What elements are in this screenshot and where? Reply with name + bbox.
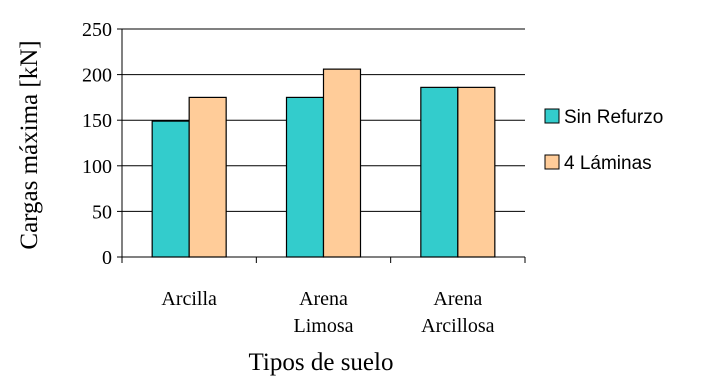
y-tick-label: 200 — [82, 65, 112, 87]
legend-label: 4 Láminas — [564, 153, 652, 174]
bar — [287, 97, 324, 257]
category-label: Arena — [299, 288, 348, 310]
x-axis-title: Tipos de suelo — [249, 349, 394, 376]
legend-label: Sin Refurzo — [564, 107, 663, 128]
category-labels: Arcilla Arena Limosa Arena Arcillosa — [161, 288, 494, 337]
legend: Sin Refurzo 4 Láminas — [545, 107, 663, 174]
bar — [189, 97, 226, 257]
bar — [324, 69, 361, 257]
y-tick-label: 0 — [102, 247, 112, 269]
bar — [152, 121, 189, 257]
y-tick-label: 100 — [82, 156, 112, 178]
y-tick-labels: 0 50 100 150 200 250 — [82, 19, 112, 269]
y-tick-label: 50 — [92, 201, 112, 223]
category-label: Arcillosa — [421, 315, 494, 337]
y-tick-label: 150 — [82, 110, 112, 132]
legend-swatch — [545, 155, 559, 169]
bar — [458, 87, 495, 257]
y-axis-title: Cargas máxima [kN] — [16, 40, 43, 249]
category-label: Arena — [433, 288, 482, 310]
y-tick-label: 250 — [82, 19, 112, 41]
category-label: Limosa — [294, 315, 354, 337]
bars — [152, 69, 495, 257]
legend-swatch — [545, 109, 559, 123]
bar — [421, 87, 458, 257]
category-label: Arcilla — [161, 288, 217, 310]
